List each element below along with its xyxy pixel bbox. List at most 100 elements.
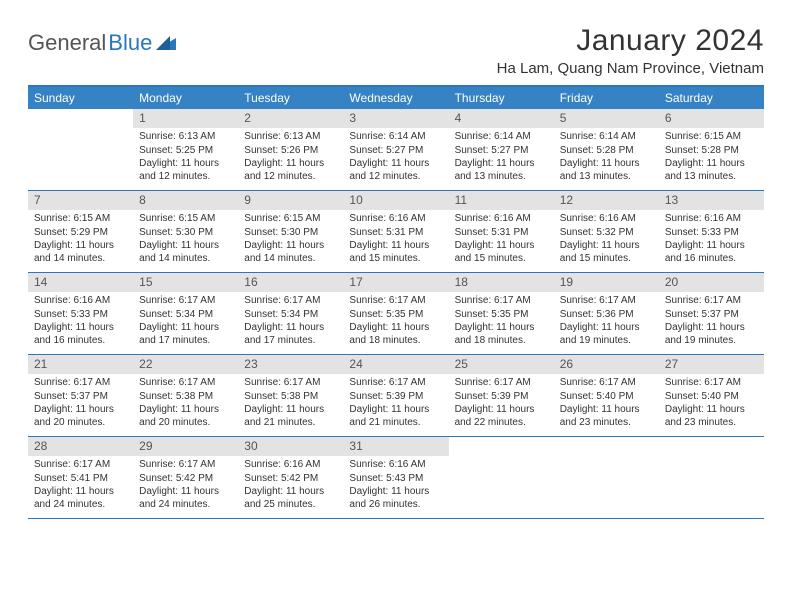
day-details: Sunrise: 6:16 AMSunset: 5:31 PMDaylight:…	[343, 210, 448, 272]
sunrise-text: Sunrise: 6:17 AM	[244, 295, 337, 308]
day-cell: 10Sunrise: 6:16 AMSunset: 5:31 PMDayligh…	[343, 191, 448, 272]
week-row: 21Sunrise: 6:17 AMSunset: 5:37 PMDayligh…	[28, 355, 764, 437]
weekday-header: Wednesday	[343, 87, 448, 109]
daylight-text: Daylight: 11 hours and 20 minutes.	[139, 404, 232, 429]
daylight-text: Daylight: 11 hours and 15 minutes.	[560, 240, 653, 265]
week-row: 14Sunrise: 6:16 AMSunset: 5:33 PMDayligh…	[28, 273, 764, 355]
day-cell: 16Sunrise: 6:17 AMSunset: 5:34 PMDayligh…	[238, 273, 343, 354]
day-number: 15	[133, 273, 238, 292]
sunrise-text: Sunrise: 6:17 AM	[455, 295, 548, 308]
day-cell: 1Sunrise: 6:13 AMSunset: 5:25 PMDaylight…	[133, 109, 238, 190]
sunset-text: Sunset: 5:31 PM	[455, 227, 548, 240]
day-details: Sunrise: 6:17 AMSunset: 5:34 PMDaylight:…	[238, 292, 343, 354]
day-number: 22	[133, 355, 238, 374]
daylight-text: Daylight: 11 hours and 18 minutes.	[455, 322, 548, 347]
sunset-text: Sunset: 5:42 PM	[139, 473, 232, 486]
daylight-text: Daylight: 11 hours and 15 minutes.	[349, 240, 442, 265]
day-details: Sunrise: 6:17 AMSunset: 5:40 PMDaylight:…	[659, 374, 764, 436]
sunrise-text: Sunrise: 6:17 AM	[34, 377, 127, 390]
daylight-text: Daylight: 11 hours and 14 minutes.	[244, 240, 337, 265]
sunset-text: Sunset: 5:35 PM	[349, 309, 442, 322]
day-number: 21	[28, 355, 133, 374]
day-cell: 23Sunrise: 6:17 AMSunset: 5:38 PMDayligh…	[238, 355, 343, 436]
header: General Blue January 2024 Ha Lam, Quang …	[28, 24, 764, 77]
day-cell: 18Sunrise: 6:17 AMSunset: 5:35 PMDayligh…	[449, 273, 554, 354]
sunset-text: Sunset: 5:33 PM	[665, 227, 758, 240]
sunrise-text: Sunrise: 6:15 AM	[665, 131, 758, 144]
day-number: 24	[343, 355, 448, 374]
day-cell: 31Sunrise: 6:16 AMSunset: 5:43 PMDayligh…	[343, 437, 448, 518]
day-details: Sunrise: 6:15 AMSunset: 5:29 PMDaylight:…	[28, 210, 133, 272]
day-details: Sunrise: 6:17 AMSunset: 5:37 PMDaylight:…	[28, 374, 133, 436]
week-row: 28Sunrise: 6:17 AMSunset: 5:41 PMDayligh…	[28, 437, 764, 519]
sunrise-text: Sunrise: 6:17 AM	[665, 295, 758, 308]
day-details: Sunrise: 6:13 AMSunset: 5:26 PMDaylight:…	[238, 128, 343, 190]
day-number: 27	[659, 355, 764, 374]
day-details: Sunrise: 6:17 AMSunset: 5:36 PMDaylight:…	[554, 292, 659, 354]
day-details: Sunrise: 6:17 AMSunset: 5:38 PMDaylight:…	[238, 374, 343, 436]
sunset-text: Sunset: 5:33 PM	[34, 309, 127, 322]
day-number: 1	[133, 109, 238, 128]
sunset-text: Sunset: 5:39 PM	[349, 391, 442, 404]
day-details: Sunrise: 6:13 AMSunset: 5:25 PMDaylight:…	[133, 128, 238, 190]
day-cell: 21Sunrise: 6:17 AMSunset: 5:37 PMDayligh…	[28, 355, 133, 436]
day-number: 12	[554, 191, 659, 210]
day-details: Sunrise: 6:17 AMSunset: 5:35 PMDaylight:…	[343, 292, 448, 354]
day-cell: 8Sunrise: 6:15 AMSunset: 5:30 PMDaylight…	[133, 191, 238, 272]
sunset-text: Sunset: 5:40 PM	[560, 391, 653, 404]
day-number: 5	[554, 109, 659, 128]
title-block: January 2024 Ha Lam, Quang Nam Province,…	[497, 24, 764, 77]
sunrise-text: Sunrise: 6:17 AM	[665, 377, 758, 390]
sunrise-text: Sunrise: 6:14 AM	[560, 131, 653, 144]
sunrise-text: Sunrise: 6:17 AM	[455, 377, 548, 390]
day-cell: 24Sunrise: 6:17 AMSunset: 5:39 PMDayligh…	[343, 355, 448, 436]
day-cell: 2Sunrise: 6:13 AMSunset: 5:26 PMDaylight…	[238, 109, 343, 190]
day-number: 17	[343, 273, 448, 292]
sunrise-text: Sunrise: 6:16 AM	[455, 213, 548, 226]
sunrise-text: Sunrise: 6:17 AM	[560, 295, 653, 308]
sunset-text: Sunset: 5:28 PM	[560, 145, 653, 158]
day-number: 25	[449, 355, 554, 374]
weekday-header: Monday	[133, 87, 238, 109]
day-number: 19	[554, 273, 659, 292]
sunrise-text: Sunrise: 6:15 AM	[139, 213, 232, 226]
location-text: Ha Lam, Quang Nam Province, Vietnam	[497, 60, 764, 77]
day-number: 4	[449, 109, 554, 128]
day-details: Sunrise: 6:15 AMSunset: 5:30 PMDaylight:…	[238, 210, 343, 272]
sunset-text: Sunset: 5:30 PM	[244, 227, 337, 240]
day-cell: 30Sunrise: 6:16 AMSunset: 5:42 PMDayligh…	[238, 437, 343, 518]
sunset-text: Sunset: 5:43 PM	[349, 473, 442, 486]
daylight-text: Daylight: 11 hours and 21 minutes.	[244, 404, 337, 429]
sunrise-text: Sunrise: 6:17 AM	[34, 459, 127, 472]
sunset-text: Sunset: 5:40 PM	[665, 391, 758, 404]
sail-icon	[156, 36, 176, 50]
day-details: Sunrise: 6:16 AMSunset: 5:31 PMDaylight:…	[449, 210, 554, 272]
day-number: 9	[238, 191, 343, 210]
day-cell: 17Sunrise: 6:17 AMSunset: 5:35 PMDayligh…	[343, 273, 448, 354]
daylight-text: Daylight: 11 hours and 24 minutes.	[139, 486, 232, 511]
day-cell: 3Sunrise: 6:14 AMSunset: 5:27 PMDaylight…	[343, 109, 448, 190]
day-details: Sunrise: 6:14 AMSunset: 5:27 PMDaylight:…	[343, 128, 448, 190]
day-number: 28	[28, 437, 133, 456]
daylight-text: Daylight: 11 hours and 24 minutes.	[34, 486, 127, 511]
daylight-text: Daylight: 11 hours and 26 minutes.	[349, 486, 442, 511]
day-cell: 26Sunrise: 6:17 AMSunset: 5:40 PMDayligh…	[554, 355, 659, 436]
daylight-text: Daylight: 11 hours and 19 minutes.	[665, 322, 758, 347]
weekday-header: Thursday	[449, 87, 554, 109]
daylight-text: Daylight: 11 hours and 13 minutes.	[665, 158, 758, 183]
daylight-text: Daylight: 11 hours and 16 minutes.	[665, 240, 758, 265]
day-details: Sunrise: 6:17 AMSunset: 5:39 PMDaylight:…	[343, 374, 448, 436]
day-number: 6	[659, 109, 764, 128]
sunrise-text: Sunrise: 6:16 AM	[244, 459, 337, 472]
day-details: Sunrise: 6:14 AMSunset: 5:28 PMDaylight:…	[554, 128, 659, 190]
day-cell: 15Sunrise: 6:17 AMSunset: 5:34 PMDayligh…	[133, 273, 238, 354]
day-cell: 27Sunrise: 6:17 AMSunset: 5:40 PMDayligh…	[659, 355, 764, 436]
sunset-text: Sunset: 5:30 PM	[139, 227, 232, 240]
daylight-text: Daylight: 11 hours and 25 minutes.	[244, 486, 337, 511]
day-number: 30	[238, 437, 343, 456]
day-number: 10	[343, 191, 448, 210]
day-details: Sunrise: 6:14 AMSunset: 5:27 PMDaylight:…	[449, 128, 554, 190]
day-details: Sunrise: 6:15 AMSunset: 5:30 PMDaylight:…	[133, 210, 238, 272]
sunset-text: Sunset: 5:37 PM	[665, 309, 758, 322]
sunrise-text: Sunrise: 6:16 AM	[349, 459, 442, 472]
